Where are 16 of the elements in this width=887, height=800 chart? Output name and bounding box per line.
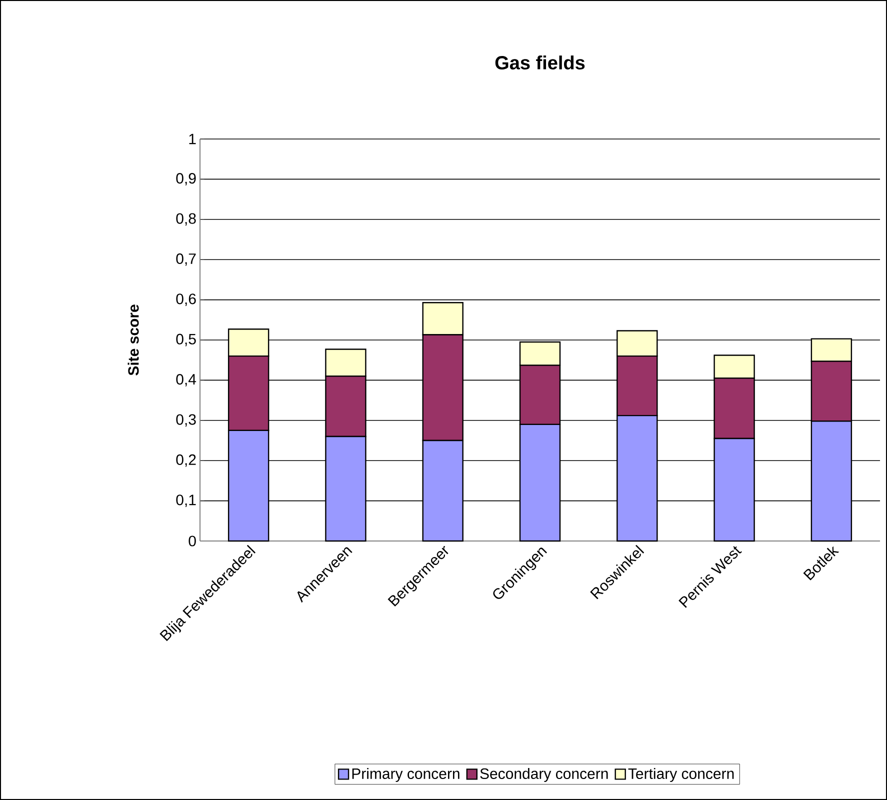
y-tick-label: 0,4	[176, 374, 196, 386]
y-tick-label: 0,3	[176, 414, 196, 427]
y-tick-label: 0,5	[176, 334, 196, 346]
y-axis-title: Site score	[128, 304, 139, 376]
y-tick-label: 0,7	[176, 253, 196, 266]
y-tick-label: 0,6	[176, 294, 196, 306]
legend-label: Secondary concern	[480, 768, 608, 782]
legend-label: Primary concern	[352, 768, 460, 782]
y-tick-label: 0,1	[176, 494, 196, 507]
y-tick-label: 0,8	[176, 213, 196, 226]
y-tick-label: 0,9	[176, 173, 196, 186]
chart-title: Gas fields	[495, 56, 585, 70]
y-tick-label: 0	[188, 536, 196, 546]
y-tick-label: 0,2	[176, 454, 196, 467]
legend-label: Tertiary concern	[628, 768, 734, 782]
y-tick-label: 1	[189, 134, 196, 144]
